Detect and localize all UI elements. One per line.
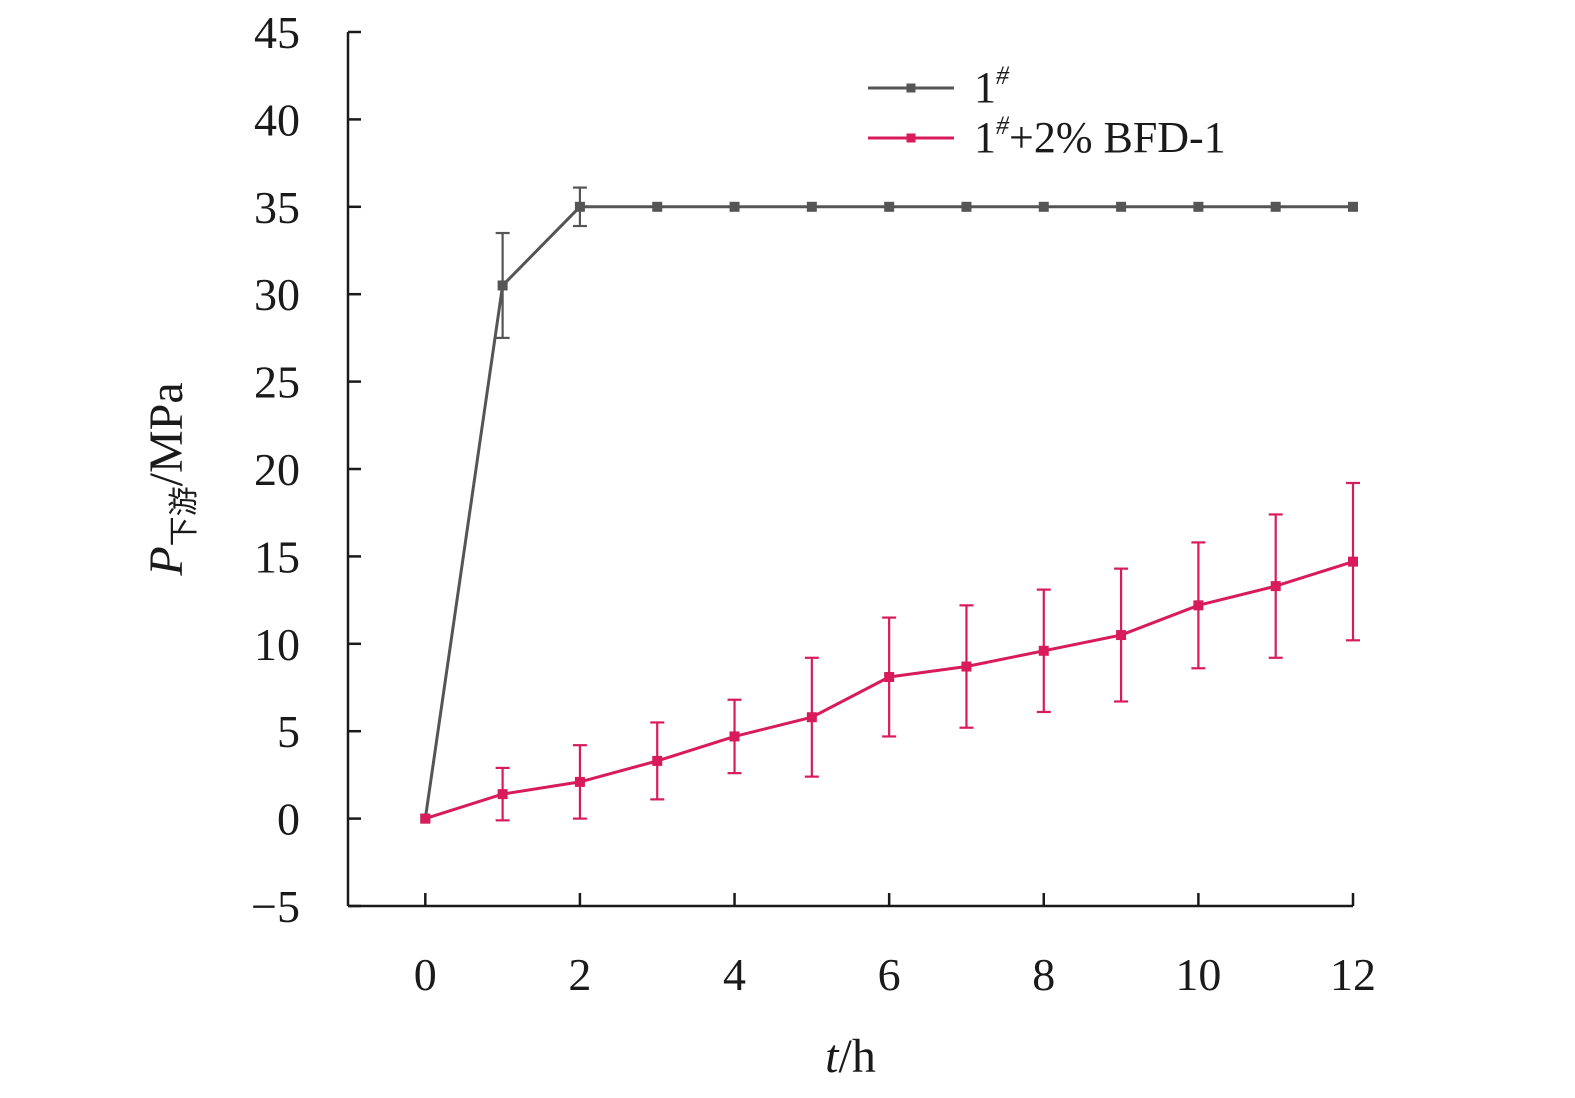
legend-label-2-base: 1 (974, 113, 996, 162)
legend-label-1: 1# (974, 61, 1010, 112)
data-point (806, 201, 817, 212)
y-tick-label: 20 (254, 444, 300, 495)
y-tick-label: 5 (277, 706, 300, 757)
data-point (884, 201, 895, 212)
data-point (1116, 630, 1127, 641)
y-tick-label: 30 (254, 269, 300, 320)
x-tick-label: 2 (568, 949, 591, 1000)
series-layer (420, 186, 1360, 824)
data-point (1270, 581, 1281, 592)
x-axis-label: t/h (825, 1030, 876, 1083)
data-point (420, 813, 431, 824)
x-tick-label: 4 (723, 949, 746, 1000)
data-point (1348, 556, 1358, 567)
x-axis-label-unit: /h (839, 1030, 876, 1083)
legend-label-2: 1#+2% BFD-1 (974, 111, 1226, 162)
y-axis-label-var: P (140, 546, 193, 576)
y-ticks: −5 0 5 10 15 20 25 30 35 40 45 (251, 7, 361, 932)
y-tick-label: 45 (254, 7, 300, 58)
y-tick-label: 35 (254, 182, 300, 233)
data-point (497, 280, 508, 291)
x-tick-label: 12 (1330, 949, 1376, 1000)
y-axis-label: P下游/MPa (140, 382, 201, 576)
y-axis-label-sub: 下游 (168, 486, 201, 546)
data-point (1116, 201, 1127, 212)
x-tick-label: 0 (414, 949, 437, 1000)
y-tick-label: 40 (254, 94, 300, 145)
legend-label-2-sup: # (996, 111, 1010, 140)
data-point (1193, 600, 1204, 611)
legend-marker-2 (906, 133, 916, 143)
legend-marker-1 (906, 83, 916, 93)
data-point (806, 712, 817, 723)
x-axis-label-var: t (825, 1030, 840, 1083)
data-point (497, 789, 508, 800)
legend: 1# 1#+2% BFD-1 (868, 61, 1226, 162)
y-tick-label: 0 (277, 794, 300, 845)
y-tick-label: 15 (254, 531, 300, 582)
data-point (729, 201, 740, 212)
legend-label-1-base: 1 (974, 63, 996, 112)
axes (346, 32, 1353, 908)
data-point (574, 201, 585, 212)
legend-item-1: 1# (868, 61, 1010, 112)
y-tick-label: 25 (254, 357, 300, 408)
y-tick-label: −5 (251, 881, 300, 932)
x-tick-label: 6 (878, 949, 901, 1000)
x-tick-label: 10 (1175, 949, 1221, 1000)
data-point (1193, 201, 1204, 212)
series-1 (420, 186, 1358, 824)
data-point (884, 672, 895, 683)
x-tick-label: 8 (1032, 949, 1055, 1000)
data-point (729, 731, 740, 742)
data-point (1038, 201, 1049, 212)
x-ticks: 0 2 4 6 8 10 12 (414, 893, 1376, 1000)
data-point (574, 776, 585, 787)
legend-item-2: 1#+2% BFD-1 (868, 111, 1226, 162)
legend-label-1-sup: # (996, 61, 1010, 90)
y-axis-label-unit: /MPa (140, 382, 193, 486)
y-tick-label: 10 (254, 619, 300, 670)
data-point (961, 201, 972, 212)
legend-label-2-rest: +2% BFD-1 (1009, 113, 1226, 162)
data-point (652, 201, 663, 212)
data-point (652, 755, 663, 766)
data-point (1348, 201, 1358, 212)
data-point (1270, 201, 1281, 212)
series-2 (420, 481, 1360, 824)
data-point (961, 661, 972, 672)
data-point (1038, 645, 1049, 656)
